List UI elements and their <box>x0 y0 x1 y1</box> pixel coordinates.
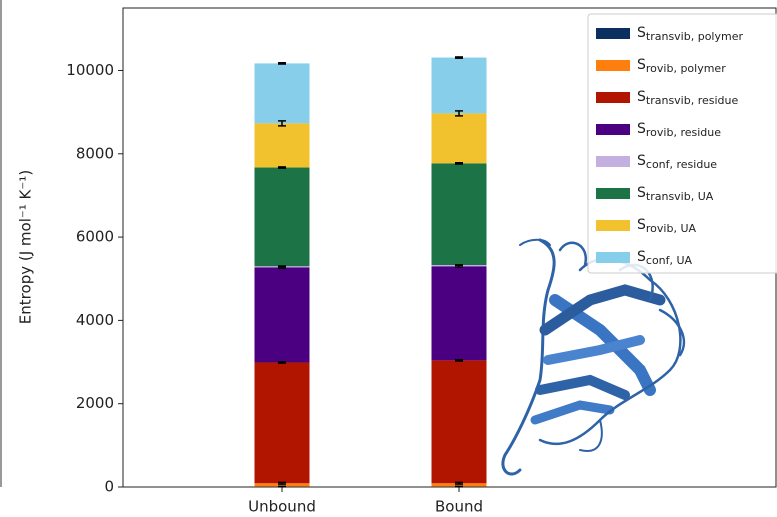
legend-swatch <box>596 124 630 135</box>
bar-segment <box>255 267 310 362</box>
error-bar <box>278 362 286 363</box>
chart: Entropy (J mol⁻¹ K⁻¹) 0 2000 4000 6000 8000 1… <box>0 0 777 517</box>
legend-subscript: conf, residue <box>646 158 717 171</box>
y-tick-label: 2000 <box>76 394 114 412</box>
legend-symbol: S <box>637 121 646 137</box>
legend-subscript: transvib, UA <box>646 190 714 203</box>
bar-segment <box>255 123 310 167</box>
x-tick-label: Bound <box>435 498 483 516</box>
legend-swatch <box>596 220 630 231</box>
legend-subscript: transvib, polymer <box>646 30 744 43</box>
legend-swatch <box>596 156 630 167</box>
legend-subscript: transvib, residue <box>646 94 739 107</box>
error-bar <box>278 63 286 64</box>
bar-segment <box>255 63 310 123</box>
legend-symbol: S <box>637 249 646 265</box>
bar-segment <box>432 163 487 265</box>
legend-symbol: S <box>637 153 646 169</box>
y-tick-label: 0 <box>104 478 114 496</box>
x-tick-label: Unbound <box>248 498 316 516</box>
legend-swatch <box>596 60 630 71</box>
legend-subscript: conf, UA <box>646 254 693 267</box>
y-tick-label: 4000 <box>76 311 114 329</box>
legend-symbol: S <box>637 25 646 41</box>
y-tick-label: 8000 <box>76 144 114 162</box>
legend-swatch <box>596 92 630 103</box>
legend-subscript: rovib, residue <box>646 126 721 139</box>
bar-segment <box>255 168 310 267</box>
y-axis-label: Entropy (J mol⁻¹ K⁻¹) <box>17 170 35 324</box>
error-bar <box>455 57 463 58</box>
bar-segment <box>432 113 487 163</box>
legend-symbol: S <box>637 185 646 201</box>
legend-swatch <box>596 188 630 199</box>
protein-structure <box>503 240 684 474</box>
error-bar <box>455 360 463 361</box>
legend-swatch <box>596 252 630 263</box>
legend-symbol: S <box>637 217 646 233</box>
bar-segment <box>432 360 487 483</box>
legend-swatch <box>596 28 630 39</box>
bar-segment <box>255 362 310 483</box>
legend-subscript: rovib, UA <box>646 222 697 235</box>
error-bar <box>455 163 463 164</box>
legend-symbol: S <box>637 89 646 105</box>
error-bar <box>278 167 286 168</box>
bar-segment <box>432 266 487 360</box>
y-tick-label: 6000 <box>76 228 114 246</box>
y-tick-label: 10000 <box>66 61 114 79</box>
legend-symbol: S <box>637 57 646 73</box>
legend-subscript: rovib, polymer <box>646 62 726 75</box>
bar-segment <box>432 58 487 114</box>
